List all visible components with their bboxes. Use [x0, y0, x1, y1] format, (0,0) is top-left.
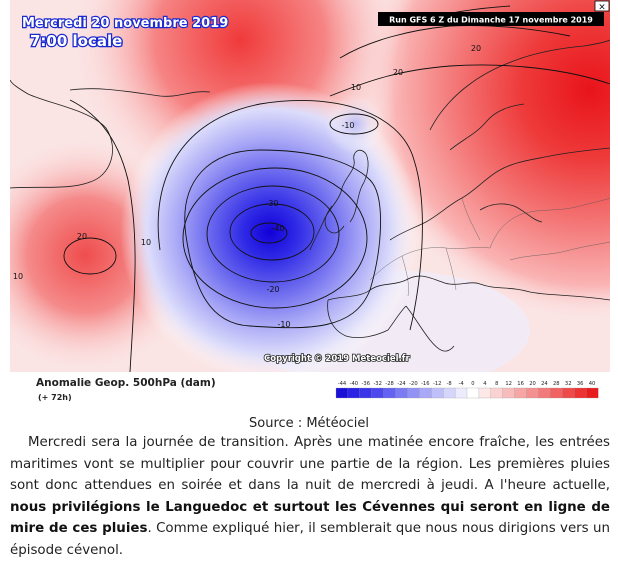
legend-swatch	[490, 387, 504, 399]
legend-tick-label: -16	[421, 381, 429, 387]
legend-swatch	[395, 387, 408, 399]
legend-tick-label: -40	[350, 381, 358, 387]
article-paragraph: Mercredi sera la journée de transition. …	[10, 435, 610, 558]
contour-label: 20	[393, 68, 403, 77]
legend-tick-label: 20	[529, 381, 536, 387]
legend-tick-label: 16	[517, 381, 524, 387]
legend-tick-label: -28	[385, 381, 393, 387]
legend-tick-label: 36	[577, 381, 584, 387]
legend-swatch	[562, 387, 575, 399]
legend-swatch	[383, 387, 397, 399]
legend-swatch	[335, 387, 349, 399]
legend-swatch	[550, 387, 563, 399]
contour-label: 10	[351, 83, 361, 92]
contour-label: -10	[277, 320, 290, 329]
legend-swatch	[407, 387, 420, 399]
legend-tick-label: 24	[541, 381, 548, 387]
legend-swatch	[359, 387, 373, 399]
article-highlight: nous privilégions le Languedoc et surtou…	[10, 499, 610, 537]
legend-swatch	[478, 387, 492, 399]
copyright: Copyright © 2019 Meteociel.fr	[264, 354, 410, 364]
legend-tick-label: 28	[553, 381, 560, 387]
source-caption: Source : Météociel	[249, 416, 369, 431]
contour-label: -10	[341, 121, 354, 130]
color-legend: -44 -40 -36 -32 -28 -24 -20 -16 -12 -8 -4 0 4 8 12 16 20…	[335, 381, 599, 399]
contour-label: 20	[77, 232, 87, 241]
article-text: Mercredi sera la journée de transition. …	[10, 432, 610, 561]
legend-swatch	[585, 387, 599, 399]
legend-tick-label: -4	[458, 381, 464, 387]
legend-swatch	[538, 387, 551, 399]
legend-tick-label: 4	[483, 381, 487, 387]
legend-swatch	[514, 387, 528, 399]
legend-tick-label: 40	[589, 381, 596, 387]
lead-time: (+ 72h)	[38, 393, 72, 402]
variable-label: Anomalie Geop. 500hPa (dam)	[36, 377, 216, 389]
legend-tick-label: 32	[565, 381, 572, 387]
run-info: Run GFS 6 Z du Dimanche 17 novembre 2019	[389, 16, 593, 25]
legend-swatch	[443, 387, 456, 399]
legend-swatch	[502, 387, 516, 399]
legend-tick-label: -24	[397, 381, 406, 387]
legend-swatch	[574, 387, 587, 399]
legend-tick-label: -8	[447, 381, 452, 387]
legend-tick-label: -44	[338, 381, 347, 387]
weather-map: 20 10 10 20 -10 -30 -40 -20 -10 20 10 Me…	[10, 0, 610, 410]
legend-tick-label: 8	[495, 381, 498, 387]
contour-label: -40	[271, 224, 284, 233]
legend-swatch	[454, 387, 468, 399]
run-info-box	[378, 12, 604, 26]
close-box	[594, 0, 610, 12]
legend-tick-label: -20	[409, 381, 417, 387]
legend-swatch	[347, 387, 361, 399]
legend-swatch	[419, 387, 432, 399]
legend-swatch	[371, 387, 385, 399]
map-time-title: 7:00 locale	[30, 32, 122, 50]
svg-text:×: ×	[598, 3, 606, 13]
legend-swatch	[466, 387, 480, 399]
legend-tick-label: 12	[505, 381, 512, 387]
contour-label: 10	[141, 238, 151, 247]
contour-label: 20	[471, 44, 481, 53]
legend-tick-label: -12	[433, 381, 441, 387]
country-borders	[369, 197, 610, 297]
contour-label: -30	[265, 199, 278, 208]
map-date-title: Mercredi 20 novembre 2019	[22, 16, 228, 31]
legend-tick-label: -36	[362, 381, 370, 387]
legend-swatch	[431, 387, 444, 399]
legend-tick-label: -32	[373, 381, 381, 387]
legend-tick-label: 0	[471, 381, 474, 387]
legend-swatch	[526, 387, 539, 399]
contour-label: 10	[13, 272, 23, 281]
contour-label: -20	[266, 285, 279, 294]
